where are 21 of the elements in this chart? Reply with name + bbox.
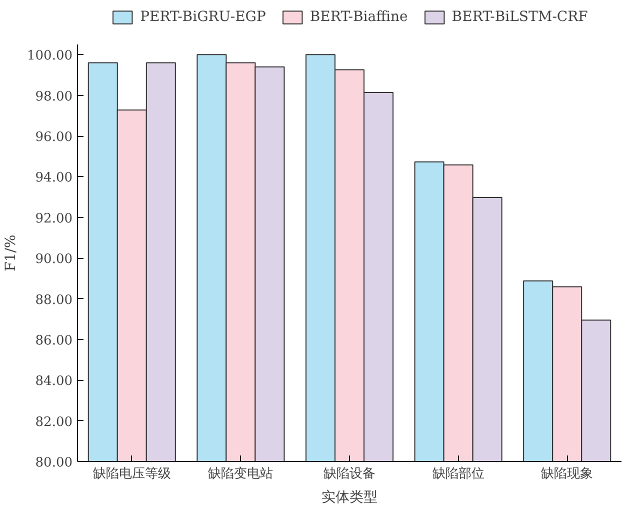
x-axis-title: 实体类型 bbox=[322, 490, 378, 506]
legend-label: BERT-BiLSTM-CRF bbox=[452, 9, 588, 25]
x-tick-label: 缺陷现象 bbox=[541, 466, 594, 482]
y-tick-label: 88.00 bbox=[35, 292, 72, 308]
y-tick-label: 90.00 bbox=[35, 252, 72, 268]
x-tick-label: 缺陷部位 bbox=[432, 466, 484, 482]
y-tick-label: 94.00 bbox=[35, 170, 72, 186]
y-tick-label: 100.00 bbox=[27, 48, 73, 64]
y-tick-label: 86.00 bbox=[35, 333, 72, 348]
legend-label: PERT-BiGRU-EGP bbox=[140, 9, 266, 25]
x-tick-label: 缺陷设备 bbox=[324, 466, 376, 482]
y-tick-label: 98.00 bbox=[35, 89, 72, 104]
y-tick-label: 92.00 bbox=[35, 211, 72, 226]
legend-label: BERT-Biaffine bbox=[310, 9, 408, 25]
y-tick-label: 96.00 bbox=[35, 130, 72, 146]
y-tick-label: 82.00 bbox=[35, 414, 72, 430]
y-axis-title: F1/% bbox=[3, 234, 20, 272]
y-tick-label: 84.00 bbox=[35, 374, 72, 390]
x-tick-label: 缺陷电压等级 bbox=[92, 466, 171, 482]
x-tick-label: 缺陷变电站 bbox=[208, 466, 274, 482]
y-tick-label: 80.00 bbox=[35, 456, 72, 470]
